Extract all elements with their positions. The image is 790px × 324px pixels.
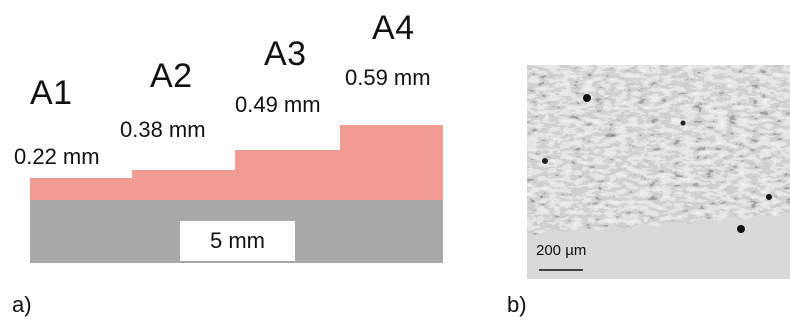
substrate-thickness-label: 5 mm	[180, 221, 295, 261]
coating-steps	[30, 125, 443, 200]
panel-a-label: a)	[12, 292, 32, 317]
panel-b-label: b)	[507, 292, 527, 317]
step-a3-thickness: 0.49 mm	[235, 92, 321, 117]
step-a4-name: A4	[372, 9, 415, 47]
step-a3-name: A3	[264, 35, 307, 73]
scale-bar-label: 200 µm	[536, 242, 587, 259]
step-a2-thickness: 0.38 mm	[120, 117, 206, 142]
step-a2-name: A2	[150, 57, 193, 95]
step-a4-thickness: 0.59 mm	[345, 65, 431, 90]
step-a1-thickness: 0.22 mm	[14, 144, 100, 169]
step-a1-name: A1	[30, 74, 73, 112]
micrograph-image	[527, 65, 790, 279]
